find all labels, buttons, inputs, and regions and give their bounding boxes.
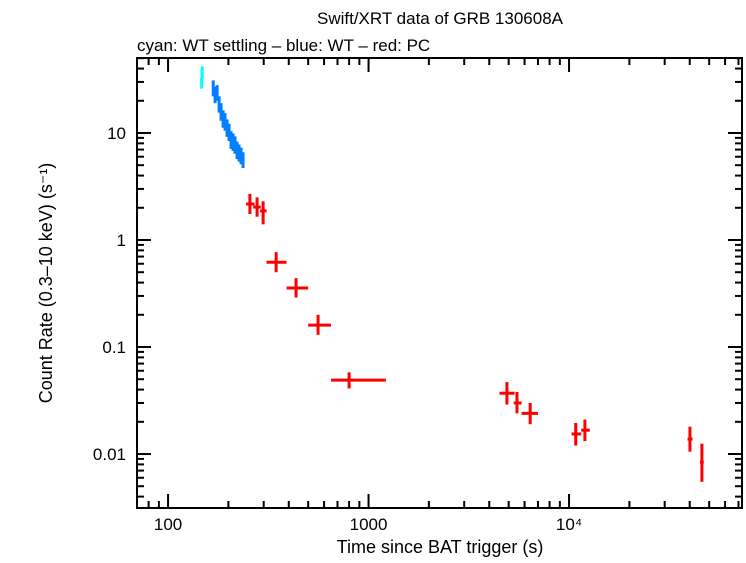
- y-tick-label: 10: [107, 124, 126, 143]
- data-point: [266, 252, 287, 273]
- x-tick-label: 100: [154, 515, 182, 534]
- data-point: [200, 77, 204, 89]
- data-point: [246, 193, 255, 214]
- plot-frame: [136, 57, 743, 509]
- data-point: [687, 426, 693, 452]
- data-point: [699, 443, 704, 482]
- data-point: [217, 96, 221, 113]
- data-point: [521, 402, 538, 425]
- data-point: [231, 133, 235, 151]
- y-axis-label: Count Rate (0.3–10 keV) (s⁻¹): [36, 163, 56, 404]
- chart-subtitle: cyan: WT settling – blue: WT – red: PC: [137, 36, 430, 55]
- data-point: [308, 314, 332, 335]
- y-tick-label: 1: [117, 231, 126, 250]
- data-point: [513, 391, 522, 414]
- data-point: [227, 123, 231, 142]
- data-point: [331, 372, 386, 389]
- x-tick-label: 10⁴: [556, 515, 582, 534]
- data-point: [499, 382, 515, 405]
- data-point: [239, 147, 243, 165]
- chart-title: Swift/XRT data of GRB 130608A: [317, 9, 564, 28]
- data-point: [225, 119, 229, 137]
- data-point: [571, 422, 582, 446]
- data-point: [253, 197, 261, 217]
- data-point: [286, 278, 309, 298]
- x-tick-label: 1000: [350, 515, 388, 534]
- data-point: [260, 201, 267, 225]
- data-point: [241, 152, 245, 169]
- data-point: [219, 103, 223, 121]
- data-point: [211, 80, 215, 97]
- y-tick-label: 0.1: [102, 338, 126, 357]
- data-point: [223, 113, 227, 131]
- data-point: [237, 144, 241, 162]
- y-tick-label: 0.01: [93, 445, 126, 464]
- data-point: [213, 86, 217, 104]
- data-point: [233, 136, 237, 154]
- data-point: [581, 419, 590, 442]
- data-point: [235, 141, 239, 160]
- x-axis-label: Time since BAT trigger (s): [337, 537, 544, 557]
- data-point: [229, 131, 233, 149]
- data-point: [215, 85, 219, 101]
- data-point: [221, 110, 225, 128]
- data-point: [200, 66, 204, 79]
